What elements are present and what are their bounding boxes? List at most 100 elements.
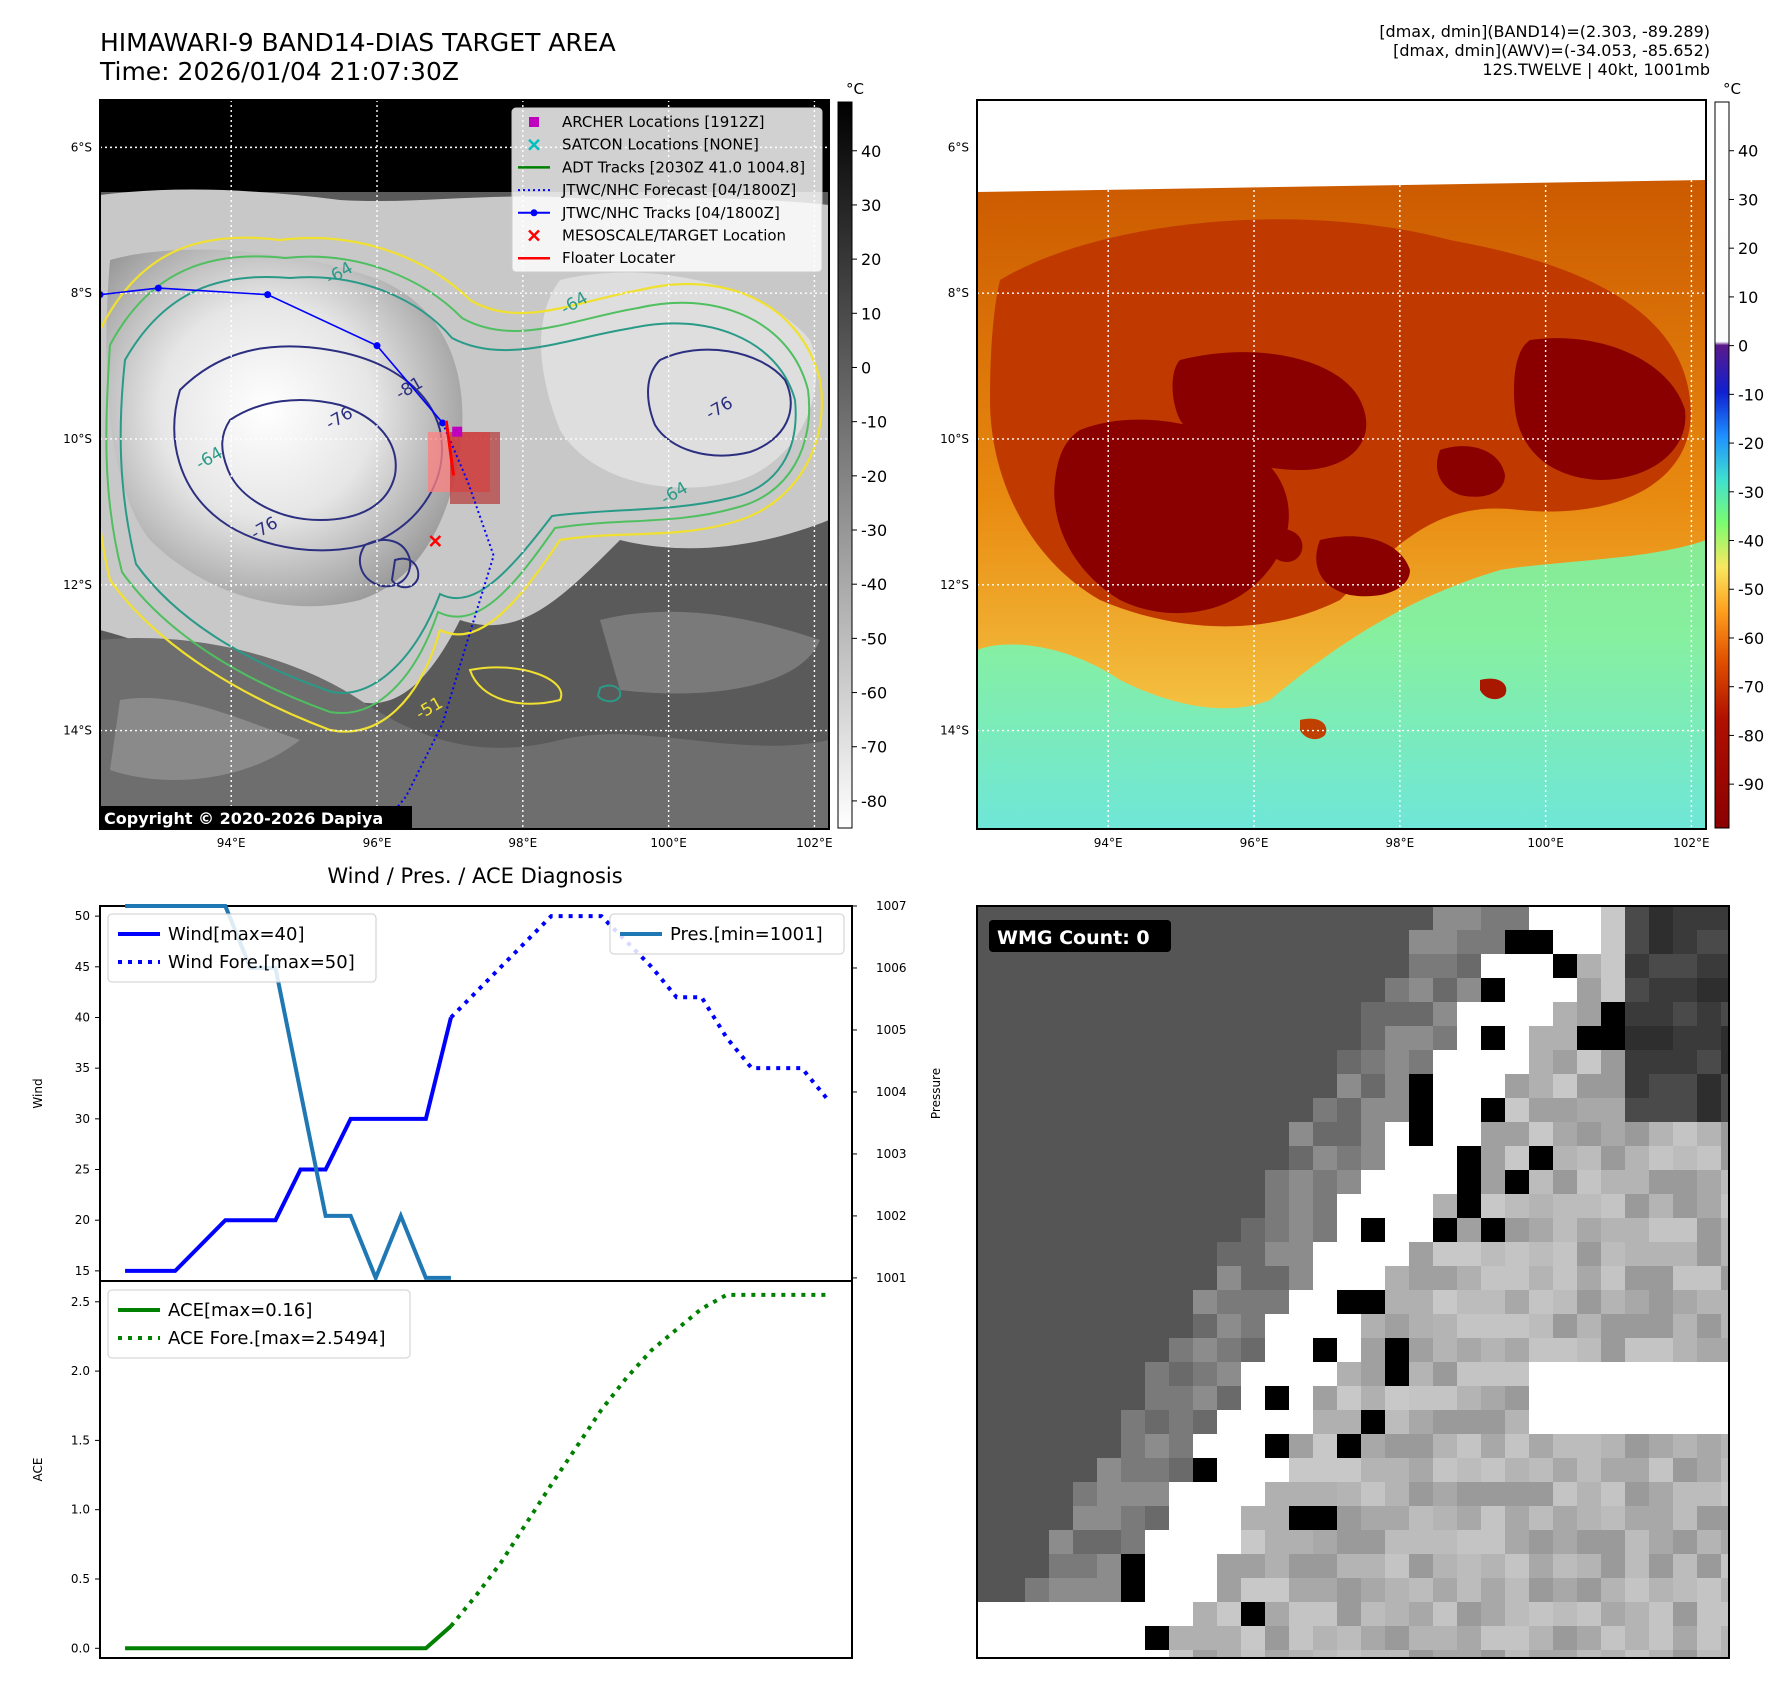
wmg-cell	[1529, 1194, 1553, 1218]
wmg-cell	[1577, 1338, 1601, 1362]
figure-title: HIMAWARI-9 BAND14-DIAS TARGET AREA Time:…	[100, 28, 616, 86]
wmg-cell	[1625, 1050, 1649, 1074]
wmg-cell	[1505, 1170, 1529, 1194]
wmg-cell	[1577, 1026, 1601, 1050]
wmg-cell	[1505, 1626, 1529, 1650]
lon-tick-label: 102°E	[1673, 836, 1710, 850]
wmg-cell	[1697, 1554, 1721, 1578]
wmg-cell	[1601, 1266, 1625, 1290]
wmg-cell	[1289, 1266, 1313, 1290]
wmg-cell	[1553, 1554, 1577, 1578]
wmg-cell	[1697, 930, 1721, 954]
wmg-cell	[1217, 1482, 1241, 1506]
wmg-cell	[1481, 1026, 1505, 1050]
track-layer	[100, 284, 495, 829]
wmg-cell	[1457, 1026, 1481, 1050]
wmg-cell	[1001, 1626, 1025, 1650]
colorbar-tick-label: -90	[1738, 775, 1764, 794]
wmg-cell	[1217, 1338, 1241, 1362]
wmg-cell	[1625, 1002, 1649, 1026]
wmg-cell	[1505, 1194, 1529, 1218]
wmg-cell	[1721, 1578, 1729, 1602]
ir-map-panel: -64-64-64-64-76-76-76-81-51 ARCHER Locat…	[63, 99, 833, 850]
best-track-point	[154, 284, 162, 292]
wmg-cell	[1097, 1554, 1121, 1578]
wmg-cell	[1553, 1074, 1577, 1098]
wmg-cell	[1313, 1554, 1337, 1578]
wmg-cell	[1625, 1386, 1649, 1410]
wmg-cell	[1337, 1506, 1361, 1530]
wmg-cell	[1505, 1410, 1529, 1434]
wmg-cell	[1529, 1506, 1553, 1530]
wmg-cell	[1433, 1650, 1457, 1658]
wmg-cell	[1481, 930, 1505, 954]
wmg-cell	[1649, 1602, 1673, 1626]
wmg-cell	[1433, 1506, 1457, 1530]
wmg-cell	[1649, 1386, 1673, 1410]
wmg-cell	[1409, 954, 1433, 978]
wmg-cell	[1625, 1194, 1649, 1218]
legend-label: ADT Tracks [2030Z 41.0 1004.8]	[562, 158, 805, 176]
wmg-cell	[1049, 1602, 1073, 1626]
wmg-cell	[1697, 954, 1721, 978]
wmg-cell	[1241, 1602, 1265, 1626]
wmg-cell	[1529, 1362, 1553, 1386]
diagnosis-title: Wind / Pres. / ACE Diagnosis	[327, 864, 622, 888]
wmg-cell	[1553, 1290, 1577, 1314]
wmg-cell	[1553, 1338, 1577, 1362]
wmg-cell	[1385, 1074, 1409, 1098]
wmg-cell	[1433, 1626, 1457, 1650]
wmg-cell	[1481, 1602, 1505, 1626]
wmg-cell	[1673, 1218, 1697, 1242]
wmg-cell	[1265, 1458, 1289, 1482]
wmg-cell	[1529, 1314, 1553, 1338]
wmg-cell	[1385, 978, 1409, 1002]
wmg-cell	[1721, 954, 1729, 978]
wmg-cell	[1289, 1386, 1313, 1410]
wmg-cell	[1553, 1026, 1577, 1050]
wmg-cell	[1409, 1626, 1433, 1650]
wmg-cell	[1601, 1074, 1625, 1098]
wmg-cell	[1481, 1362, 1505, 1386]
wmg-cell	[1577, 1002, 1601, 1026]
wmg-cell	[1121, 1530, 1145, 1554]
wmg-cell	[1721, 1482, 1729, 1506]
wmg-cell	[1313, 1482, 1337, 1506]
wmg-cell	[1145, 1650, 1169, 1658]
wmg-cell	[1169, 1602, 1193, 1626]
y-tick-label: 25	[75, 1163, 90, 1177]
wmg-cell	[1481, 1314, 1505, 1338]
legend-label: ARCHER Locations [1912Z]	[562, 113, 765, 131]
wmg-cell	[1529, 1602, 1553, 1626]
wmg-cell	[1649, 1578, 1673, 1602]
wmg-cell	[1529, 930, 1553, 954]
wmg-cell	[1697, 1362, 1721, 1386]
wmg-cell	[1649, 1290, 1673, 1314]
wmg-cell	[1313, 1266, 1337, 1290]
wmg-cell	[1241, 1554, 1265, 1578]
wmg-cell	[1433, 1266, 1457, 1290]
wmg-cell	[1673, 978, 1697, 1002]
wmg-cell	[1361, 1074, 1385, 1098]
wmg-cell	[1601, 1146, 1625, 1170]
wmg-cell	[1529, 1626, 1553, 1650]
wmg-cell	[1553, 930, 1577, 954]
wmg-cell	[1481, 1218, 1505, 1242]
wmg-cell	[1169, 1362, 1193, 1386]
wmg-cell	[1625, 1338, 1649, 1362]
wmg-cell	[1241, 1410, 1265, 1434]
wmg-cell	[1361, 1434, 1385, 1458]
wmg-cell	[1409, 1026, 1433, 1050]
wmg-cell	[1121, 1626, 1145, 1650]
lon-tick-label: 100°E	[1527, 836, 1564, 850]
wmg-cell	[1649, 1554, 1673, 1578]
wmg-cell	[1217, 1314, 1241, 1338]
wmg-cell	[1721, 1626, 1729, 1650]
wmg-cell	[1601, 1554, 1625, 1578]
wmg-cell	[1409, 1578, 1433, 1602]
legend-label: SATCON Locations [NONE]	[562, 136, 759, 154]
wmg-cell	[1265, 1290, 1289, 1314]
wmg-cell	[1649, 1338, 1673, 1362]
wmg-cell	[1217, 1242, 1241, 1266]
wmg-cell	[1649, 1098, 1673, 1122]
